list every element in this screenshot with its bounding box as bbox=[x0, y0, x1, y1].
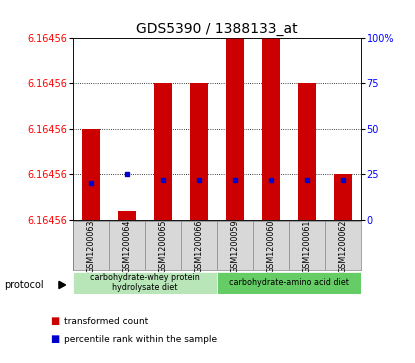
Bar bbox=[226, 38, 244, 220]
Bar bbox=[82, 129, 100, 220]
Text: GSM1200059: GSM1200059 bbox=[230, 219, 239, 273]
Bar bbox=[118, 211, 136, 220]
Polygon shape bbox=[59, 281, 66, 289]
Text: ■: ■ bbox=[50, 316, 59, 326]
Bar bbox=[154, 83, 172, 220]
Bar bbox=[217, 272, 361, 294]
Text: GSM1200064: GSM1200064 bbox=[122, 219, 131, 273]
Bar bbox=[190, 83, 208, 220]
Bar bbox=[334, 174, 352, 220]
Bar bbox=[262, 38, 280, 220]
Text: GSM1200061: GSM1200061 bbox=[303, 219, 312, 273]
Text: GSM1200066: GSM1200066 bbox=[194, 219, 203, 273]
Text: carbohydrate-amino acid diet: carbohydrate-amino acid diet bbox=[229, 278, 349, 287]
Text: percentile rank within the sample: percentile rank within the sample bbox=[64, 335, 217, 344]
Bar bbox=[73, 272, 217, 294]
Text: GSM1200060: GSM1200060 bbox=[266, 219, 276, 273]
Text: GSM1200062: GSM1200062 bbox=[339, 219, 347, 273]
Text: protocol: protocol bbox=[4, 280, 44, 290]
Text: transformed count: transformed count bbox=[64, 317, 149, 326]
Text: GSM1200065: GSM1200065 bbox=[158, 219, 167, 273]
Text: ■: ■ bbox=[50, 334, 59, 344]
Text: carbohydrate-whey protein
hydrolysate diet: carbohydrate-whey protein hydrolysate di… bbox=[90, 273, 200, 293]
Title: GDS5390 / 1388133_at: GDS5390 / 1388133_at bbox=[136, 22, 298, 36]
Bar bbox=[298, 83, 316, 220]
Text: GSM1200063: GSM1200063 bbox=[86, 219, 95, 273]
